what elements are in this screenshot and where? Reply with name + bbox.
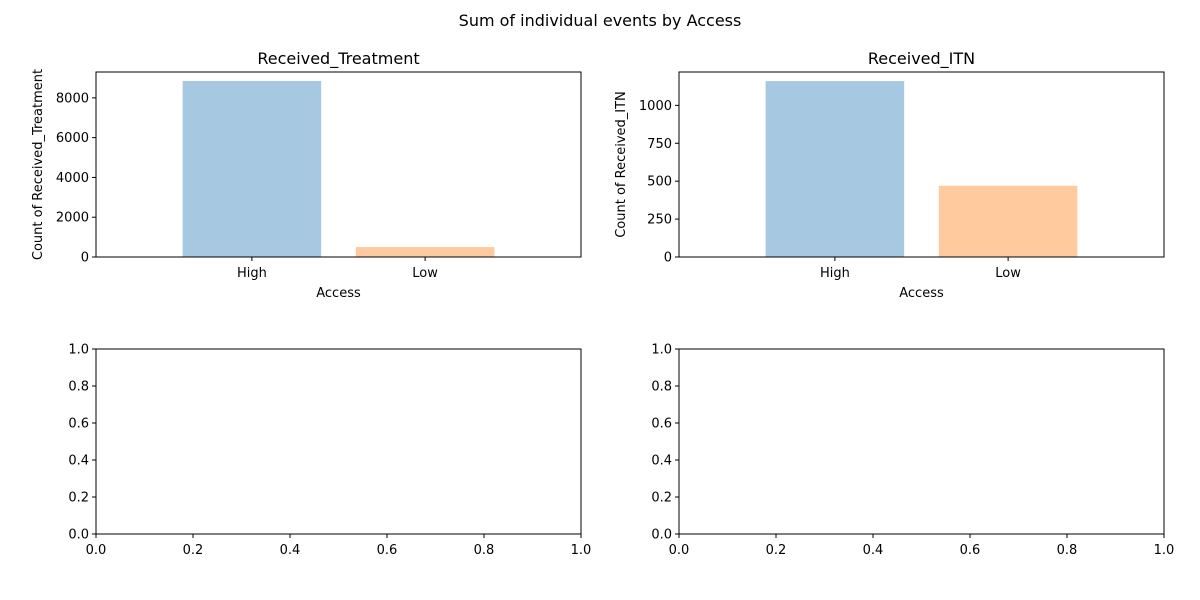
chart-1-ytick-label: 1000 (639, 99, 672, 114)
chart-3-xtick-label: 0.0 (669, 543, 690, 558)
chart-0-xtick-label: High (237, 266, 267, 281)
chart-1-ytick-label: 750 (647, 137, 672, 152)
chart-0-ytick-label: 8000 (56, 91, 89, 106)
chart-3-ytick-label: 0.8 (651, 380, 672, 395)
chart-0-ytick-label: 6000 (56, 131, 89, 146)
chart-2-ytick-label: 0.4 (68, 454, 89, 469)
chart-3-ytick-label: 0.2 (651, 491, 672, 506)
chart-2-xtick-label: 0.8 (474, 543, 495, 558)
chart-2-ytick-label: 0.2 (68, 491, 89, 506)
chart-2-xtick-label: 0.2 (183, 543, 204, 558)
chart-2-xtick-label: 0.0 (86, 543, 107, 558)
chart-3-ytick-label: 0.4 (651, 454, 672, 469)
chart-1-xtick-label: High (820, 266, 850, 281)
chart-1-axes: 0 250 500 750 1000 High Low Received_ITN Access C… (614, 49, 1165, 301)
subplot-grid: 0 2000 4000 6000 8000 High Low Received_Treatme… (31, 49, 1174, 558)
chart-2-ytick-label: 1.0 (68, 343, 89, 358)
chart-0-ytick-label: 0 (81, 251, 89, 266)
chart-2-axes: 0.0 0.2 0.4 0.6 0.8 1.0 0.0 0.2 0.4 0.6 0.8 1.0 (68, 343, 591, 559)
chart-2-ytick-label: 0.0 (68, 528, 89, 543)
chart-1-xlabel: Access (899, 286, 944, 301)
chart-3-xtick-label: 0.4 (863, 543, 884, 558)
chart-1-ytick-label: 500 (647, 175, 672, 190)
chart-2-xtick-label: 1.0 (571, 543, 592, 558)
chart-1-ytick-label: 0 (664, 251, 672, 266)
chart-1-title: Received_ITN (868, 49, 975, 69)
chart-0-title: Received_Treatment (257, 49, 419, 69)
chart-3-ytick-label: 1.0 (651, 343, 672, 358)
chart-1-ytick-label: 250 (647, 213, 672, 228)
chart-3-ytick-label: 0.6 (651, 417, 672, 432)
chart-0-frame (95, 71, 582, 258)
chart-3-xtick-label: 1.0 (1154, 543, 1175, 558)
chart-1-bar-low (938, 185, 1078, 257)
chart-2-ytick-label: 0.8 (68, 380, 89, 395)
chart-1-ylabel: Count of Received_ITN (614, 91, 629, 238)
figure-suptitle: Sum of individual events by Access (459, 11, 742, 30)
chart-1-xtick-label: Low (995, 266, 1021, 281)
chart-2-xtick-label: 0.4 (280, 543, 301, 558)
chart-3-frame (678, 348, 1165, 535)
chart-0-ylabel: Count of Received_Treatment (31, 69, 46, 260)
chart-3-xtick-label: 0.2 (766, 543, 787, 558)
chart-3-xtick-label: 0.6 (960, 543, 981, 558)
chart-0-bar-high (182, 80, 322, 257)
chart-0-xtick-label: Low (412, 266, 438, 281)
chart-0-ytick-label: 2000 (56, 211, 89, 226)
chart-0-xlabel: Access (316, 286, 361, 301)
chart-0-axes: 0 2000 4000 6000 8000 High Low Received_Treatme… (31, 49, 582, 301)
chart-0-ytick-label: 4000 (56, 171, 89, 186)
chart-1-bar-high (765, 81, 905, 257)
chart-3-axes: 0.0 0.2 0.4 0.6 0.8 1.0 0.0 0.2 0.4 0.6 0.8 1.0 (651, 343, 1174, 559)
chart-0-bar-low (355, 247, 495, 257)
chart-2-ytick-label: 0.6 (68, 417, 89, 432)
chart-2-xtick-label: 0.6 (377, 543, 398, 558)
chart-1-frame (678, 71, 1165, 258)
chart-3-ytick-label: 0.0 (651, 528, 672, 543)
chart-2-frame (95, 348, 582, 535)
chart-3-xtick-label: 0.8 (1057, 543, 1078, 558)
